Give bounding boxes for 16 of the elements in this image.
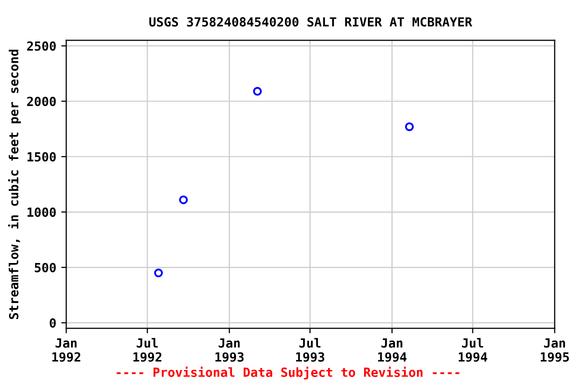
x-tick-label: Jul 1993 <box>296 338 324 362</box>
y-tick-label: 500 <box>34 262 56 272</box>
chart-title: USGS 375824084540200 SALT RIVER AT MCBRAYER <box>149 17 472 27</box>
y-tick-label: 1500 <box>28 152 56 162</box>
x-tick-label: Jul 1994 <box>458 338 488 362</box>
y-tick-label: 2000 <box>27 96 56 106</box>
x-tick-label: Jan 1995 <box>540 338 569 362</box>
y-tick-label: 1000 <box>28 207 56 217</box>
x-tick-label: Jan 1992 <box>52 338 80 362</box>
x-tick-label: Jan 1994 <box>378 338 407 362</box>
y-axis-title: Streamflow, in cubic feet per second <box>8 50 21 319</box>
y-tick-label: 2500 <box>27 41 56 51</box>
x-tick-label: Jul 1992 <box>133 338 162 362</box>
x-tick-label: Jan 1993 <box>215 338 244 362</box>
y-tick-label: 0 <box>50 318 56 328</box>
text: ---- Provisional Data Subject to Revision ---- <box>116 366 460 380</box>
